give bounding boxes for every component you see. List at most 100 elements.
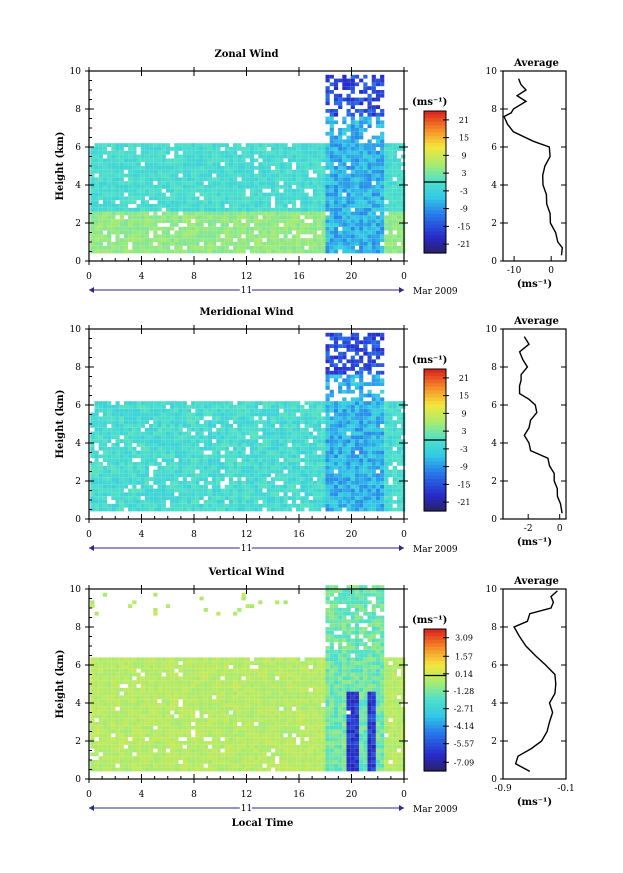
colorbar-tick-label: 3.09 [455, 634, 473, 643]
day-bar-arrow [399, 805, 404, 811]
colorbar-segment [424, 486, 446, 491]
y-tick-label: 8 [75, 105, 81, 115]
colorbar-segment [424, 646, 446, 651]
profile-xlabel: (ms⁻¹) [517, 797, 552, 808]
colorbar-segment [424, 415, 446, 420]
colorbar-tick-label: -15 [458, 480, 471, 489]
y-tick-label: 8 [75, 363, 81, 373]
colorbar-segment [424, 135, 446, 140]
x-tick-label: 0 [401, 790, 407, 800]
heatmap-cells [90, 74, 406, 254]
colorbar-segment [424, 735, 446, 740]
profile-xlabel: (ms⁻¹) [517, 279, 552, 290]
colorbar-segment [424, 192, 446, 197]
profile-title: Average [513, 316, 559, 327]
colorbar-segment [424, 471, 446, 477]
colorbar-segment [424, 182, 446, 187]
colorbar-segment [424, 369, 446, 374]
colorbar-segment [424, 700, 446, 705]
colorbar-segment [424, 425, 446, 430]
colorbar-segment [424, 717, 446, 722]
colorbar-segment [424, 632, 446, 637]
colorbar-segment [424, 507, 446, 512]
heatmap-cells [90, 585, 406, 772]
colorbar-segment [424, 139, 446, 144]
colorbar-tick-label: 1.57 [455, 652, 473, 661]
colorbar-segment [424, 408, 446, 413]
profile-x-tick-label: 0 [557, 524, 563, 534]
colorbar-tick-label: -5.57 [454, 740, 475, 749]
colorbar-segment [424, 678, 446, 683]
profile-y-tick-label: 6 [491, 661, 497, 671]
colorbar-segment [424, 196, 446, 201]
colorbar-segment [424, 643, 446, 648]
x-tick-label: 12 [241, 272, 252, 282]
colorbar-segment [424, 731, 446, 737]
y-axis-label: Height (km) [55, 650, 66, 719]
panel-title: Zonal Wind [214, 49, 278, 60]
colorbar-segment [424, 461, 446, 466]
profile-y-tick-label: 2 [491, 219, 497, 229]
colorbar-tick-label: -9 [460, 463, 468, 472]
colorbar-segment [424, 393, 446, 398]
x-tick-label: 16 [293, 790, 305, 800]
colorbar-segment [424, 245, 446, 251]
colorbar-segment [424, 160, 446, 165]
colorbar-segment [424, 692, 446, 698]
colorbar-tick-label: -3 [460, 187, 468, 196]
y-tick-label: 0 [75, 515, 81, 525]
colorbar-frame [423, 628, 447, 772]
colorbar-segment [424, 111, 446, 116]
profile-y-tick-label: 6 [491, 143, 497, 153]
profile-line [513, 590, 558, 773]
colorbar-segment [424, 636, 446, 641]
panel-title: Meridional Wind [199, 307, 293, 318]
colorbar-segment [424, 482, 446, 487]
profile-y-tick-label: 4 [491, 699, 497, 709]
colorbar-segment [424, 707, 446, 712]
profile-y-tick-label: 8 [491, 623, 497, 633]
colorbar-segment [424, 142, 446, 148]
profile-xlabel: (ms⁻¹) [517, 537, 552, 548]
profile-y-tick-label: 10 [486, 67, 498, 77]
profile-y-tick-label: 0 [491, 257, 497, 267]
y-tick-label: 8 [75, 623, 81, 633]
y-tick-label: 10 [70, 67, 82, 77]
x-tick-label: 4 [139, 272, 145, 282]
day-bar-arrow [89, 805, 94, 811]
x-tick-label: 16 [293, 272, 305, 282]
colorbar-segment [424, 493, 446, 498]
colorbar-segment [424, 132, 446, 137]
x-tick-label: 0 [86, 530, 92, 540]
colorbar-segment [424, 767, 446, 772]
colorbar-segment [424, 400, 446, 406]
x-tick-label: 8 [191, 530, 197, 540]
profile-y-tick-label: 0 [491, 775, 497, 785]
colorbar-segment [424, 742, 446, 747]
colorbar-segment [424, 689, 446, 694]
y-tick-label: 10 [70, 325, 82, 335]
profile-y-tick-label: 4 [491, 439, 497, 449]
x-tick-label: 0 [86, 790, 92, 800]
colorbar-segment [424, 668, 446, 673]
y-tick-label: 2 [75, 219, 81, 229]
profile-y-tick-label: 0 [491, 515, 497, 525]
profile-y-tick-label: 8 [491, 363, 497, 373]
colorbar-segment [424, 210, 446, 215]
profile-x-tick-label: -0.1 [557, 784, 574, 794]
colorbar-tick-label: -2.71 [454, 705, 475, 714]
heatmap-cells [90, 332, 406, 512]
colorbar-segment [424, 756, 446, 761]
colorbar-segment [424, 199, 446, 204]
y-axis-label: Height (km) [55, 132, 66, 201]
colorbar-segment [424, 450, 446, 455]
colorbar-segment [424, 739, 446, 744]
colorbar-segment [424, 671, 446, 676]
colorbar-segment [424, 432, 446, 438]
x-tick-label: 12 [241, 790, 252, 800]
y-tick-label: 2 [75, 477, 81, 487]
y-tick-label: 4 [75, 181, 81, 191]
colorbar-segment [424, 728, 446, 733]
